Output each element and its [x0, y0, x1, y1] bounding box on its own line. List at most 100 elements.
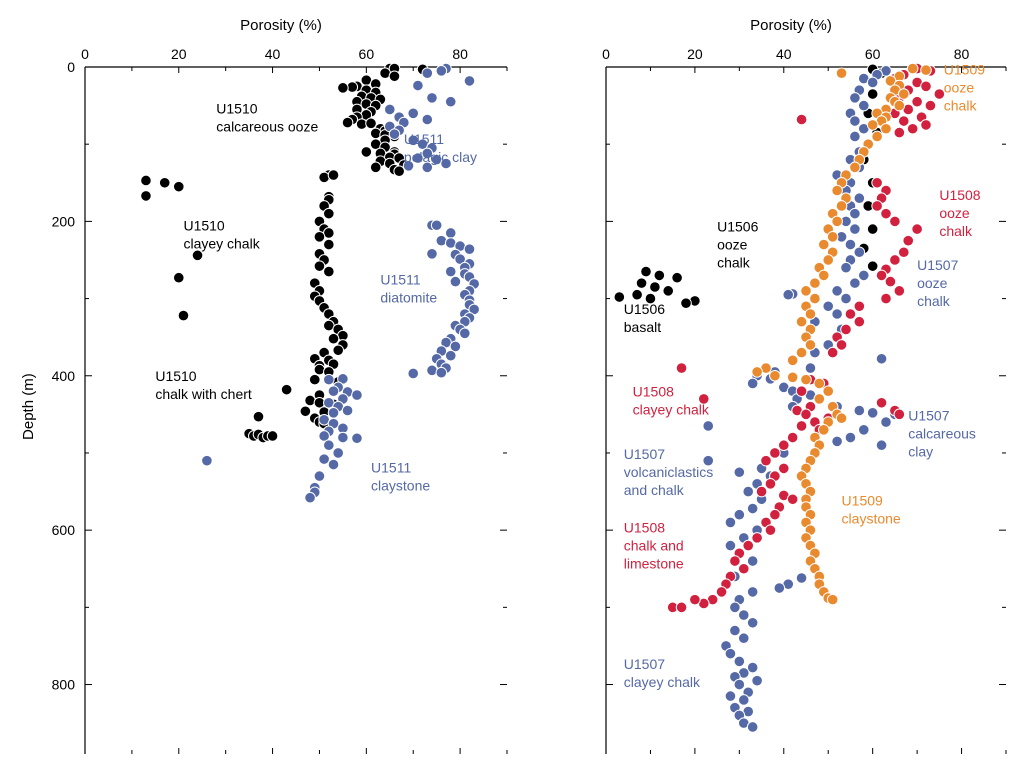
data-point [849, 92, 861, 104]
data-point [769, 369, 781, 382]
data-point [631, 288, 643, 301]
data-point [751, 532, 763, 544]
data-point [444, 227, 457, 239]
data-point [649, 281, 661, 293]
x-tick-label: 80 [452, 46, 468, 62]
data-point [911, 223, 923, 235]
data-point [421, 161, 434, 174]
y-axis-label: Depth (m) [20, 373, 37, 440]
annotation-label: U1510 chalk with chert [155, 368, 252, 402]
annotation-label: U1509 claystone [842, 492, 901, 526]
left-panel: 0 20 40 60 80 Porosity (%) 0 200 400 600 800 Depth … [20, 17, 508, 754]
data-point [875, 396, 888, 409]
data-point [893, 126, 906, 139]
data-point [813, 377, 826, 390]
data-point [889, 215, 901, 228]
data-point [764, 478, 777, 490]
data-point [742, 485, 755, 498]
data-point [884, 75, 897, 87]
data-point [613, 291, 626, 303]
data-point [849, 161, 861, 174]
annotation-line: and chalk [624, 482, 685, 498]
annotation-label: U1507 volcaniclastics and chalk [624, 446, 713, 498]
data-point [906, 62, 919, 75]
data-point [866, 407, 879, 419]
annotation-label: U1511 claystone [371, 459, 430, 493]
data-point [875, 439, 888, 452]
data-point [773, 582, 786, 594]
y-tick-label: 600 [52, 522, 76, 538]
data-point [897, 88, 910, 100]
data-point [252, 410, 265, 423]
data-point [755, 485, 768, 498]
data-point [388, 70, 401, 83]
annotation-line: U1506 [624, 301, 665, 317]
data-point [733, 466, 746, 479]
data-point [729, 555, 741, 567]
data-point [426, 364, 438, 377]
data-point [444, 265, 457, 278]
data-point [875, 269, 888, 282]
data-point [332, 344, 345, 357]
data-point [724, 690, 737, 702]
data-point [369, 161, 382, 174]
data-point [746, 721, 759, 733]
data-point [266, 430, 279, 442]
data-point [871, 130, 883, 143]
annotation-line: chalk [944, 98, 978, 114]
annotation-line: claystone [842, 510, 901, 526]
annotation-line: U1510 [155, 368, 196, 384]
data-point [463, 75, 476, 87]
data-point [737, 609, 750, 621]
data-point [435, 65, 448, 77]
data-point [804, 339, 817, 351]
annotation-line: clayey chalk [633, 402, 710, 418]
annotation-line: clayey chalk [183, 236, 260, 252]
data-point [341, 116, 354, 129]
data-point [902, 234, 915, 247]
data-point [746, 555, 759, 567]
data-point [920, 119, 932, 131]
data-point [746, 616, 759, 629]
data-point [737, 632, 750, 645]
annotation-line: ooze [917, 275, 948, 291]
data-point [933, 88, 946, 100]
data-point [835, 339, 848, 351]
annotation-line: ooze [939, 205, 970, 221]
annotation-line: U1508 [624, 519, 665, 535]
annotation-line: chalk with chert [155, 386, 252, 402]
data-point [786, 493, 799, 506]
annotation-label: U1507 ooze chalk [917, 257, 958, 309]
annotation-label: U1510 calcareous ooze [216, 100, 318, 134]
annotation-line: U1507 [624, 446, 665, 462]
x-tick-label: 20 [687, 46, 703, 62]
data-point [702, 420, 715, 432]
annotation-line: U1511 [380, 272, 420, 288]
data-point [140, 174, 152, 187]
data-point [140, 190, 152, 202]
data-point [920, 80, 932, 93]
series-orange [751, 62, 932, 606]
data-point [831, 435, 843, 448]
y-tick-label: 0 [67, 59, 75, 75]
y-tick-label: 800 [52, 677, 76, 693]
data-point [383, 103, 396, 116]
data-point [426, 248, 438, 260]
data-point [407, 367, 420, 380]
data-point [360, 146, 373, 158]
data-point [388, 128, 401, 140]
x-tick-label: 80 [954, 46, 970, 62]
data-point [840, 292, 852, 305]
data-point [853, 246, 866, 259]
data-point [880, 416, 892, 428]
data-point [871, 200, 883, 212]
data-point [889, 254, 901, 266]
data-point [402, 160, 415, 172]
data-point [849, 277, 861, 289]
data-point [826, 346, 839, 359]
data-point [764, 524, 777, 536]
data-point [906, 122, 919, 135]
data-point [304, 491, 316, 504]
x-tick-label: 60 [359, 46, 375, 62]
annotation-line: U1508 [939, 187, 980, 203]
